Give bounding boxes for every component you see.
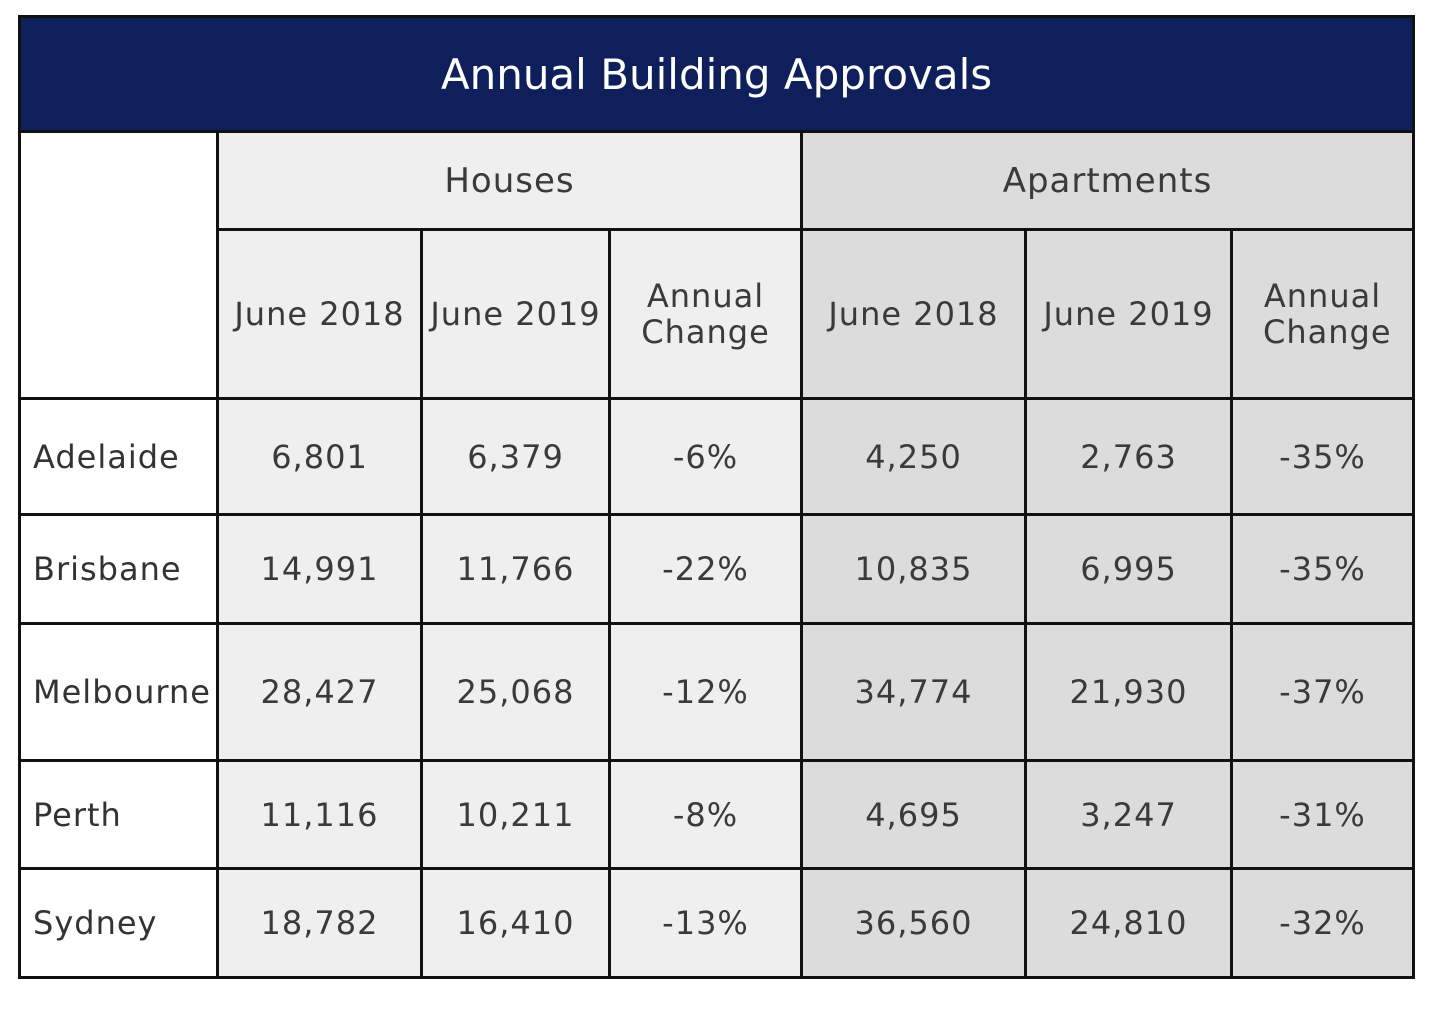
- apartments-value-cell: 10,835: [800, 512, 1027, 625]
- houses-value-cell: 10,211: [420, 759, 611, 870]
- apartments-value-cell: 4,250: [800, 397, 1027, 516]
- apartments-value-cell: -32%: [1230, 866, 1415, 980]
- corner-blank-cell: [18, 130, 219, 401]
- city-label: Perth: [18, 759, 219, 870]
- houses-value-cell: -22%: [608, 512, 803, 625]
- table-row: Melbourne 28,427 25,068 -12% 34,774 21,930 -37…: [18, 621, 1415, 763]
- apartments-value-cell: -37%: [1230, 621, 1415, 763]
- houses-value-cell: -12%: [608, 621, 803, 763]
- apartments-value-cell: -31%: [1230, 759, 1415, 870]
- apartments-value-cell: 2,763: [1024, 397, 1233, 516]
- apartments-value-cell: 34,774: [800, 621, 1027, 763]
- col-header-houses-annual-change: Annual Change: [608, 228, 803, 401]
- table-row: Brisbane 14,991 11,766 -22% 10,835 6,995 -35%: [18, 512, 1415, 625]
- apartments-value-cell: 6,995: [1024, 512, 1233, 625]
- apartments-value-cell: 21,930: [1024, 621, 1233, 763]
- apartments-value-cell: 3,247: [1024, 759, 1233, 870]
- houses-value-cell: 11,766: [420, 512, 611, 625]
- houses-value-cell: 14,991: [216, 512, 423, 625]
- col-header-apartments-june-2018: June 2018: [800, 228, 1027, 401]
- houses-value-cell: -6%: [608, 397, 803, 516]
- col-header-apartments-june-2019: June 2019: [1024, 228, 1233, 401]
- houses-value-cell: 11,116: [216, 759, 423, 870]
- houses-value-cell: 18,782: [216, 866, 423, 980]
- group-header-houses: Houses: [216, 130, 803, 232]
- table-row: Perth 11,116 10,211 -8% 4,695 3,247 -31%: [18, 759, 1415, 870]
- column-header-row: June 2018 June 2019 Annual Change June 2…: [20, 228, 1415, 401]
- houses-value-cell: 6,379: [420, 397, 611, 516]
- building-approvals-table-container: Annual Building Approvals Houses Apartme…: [18, 14, 1415, 980]
- apartments-value-cell: 36,560: [800, 866, 1027, 980]
- houses-value-cell: 28,427: [216, 621, 423, 763]
- table-title: Annual Building Approvals: [18, 14, 1415, 134]
- houses-value-cell: 25,068: [420, 621, 611, 763]
- houses-value-cell: 6,801: [216, 397, 423, 516]
- group-header-apartments: Apartments: [800, 130, 1415, 232]
- city-label: Brisbane: [18, 512, 219, 625]
- title-row: Annual Building Approvals: [18, 14, 1415, 134]
- city-label: Adelaide: [18, 397, 219, 516]
- houses-value-cell: -8%: [608, 759, 803, 870]
- apartments-value-cell: -35%: [1230, 397, 1415, 516]
- building-approvals-table: Annual Building Approvals Houses Apartme…: [18, 14, 1415, 980]
- apartments-value-cell: -35%: [1230, 512, 1415, 625]
- col-header-houses-june-2018: June 2018: [216, 228, 423, 401]
- houses-value-cell: 16,410: [420, 866, 611, 980]
- city-label: Sydney: [18, 866, 219, 980]
- city-label: Melbourne: [18, 621, 219, 763]
- table-row: Sydney 18,782 16,410 -13% 36,560 24,810 -32%: [18, 866, 1415, 980]
- apartments-value-cell: 4,695: [800, 759, 1027, 870]
- houses-value-cell: -13%: [608, 866, 803, 980]
- col-header-apartments-annual-change: Annual Change: [1230, 228, 1415, 401]
- col-header-houses-june-2019: June 2019: [420, 228, 611, 401]
- table-body: Annual Building Approvals Houses Apartme…: [18, 14, 1415, 980]
- group-header-row: Houses Apartments: [18, 130, 1415, 401]
- apartments-value-cell: 24,810: [1024, 866, 1233, 980]
- table-row: Adelaide 6,801 6,379 -6% 4,250 2,763 -35%: [18, 397, 1415, 516]
